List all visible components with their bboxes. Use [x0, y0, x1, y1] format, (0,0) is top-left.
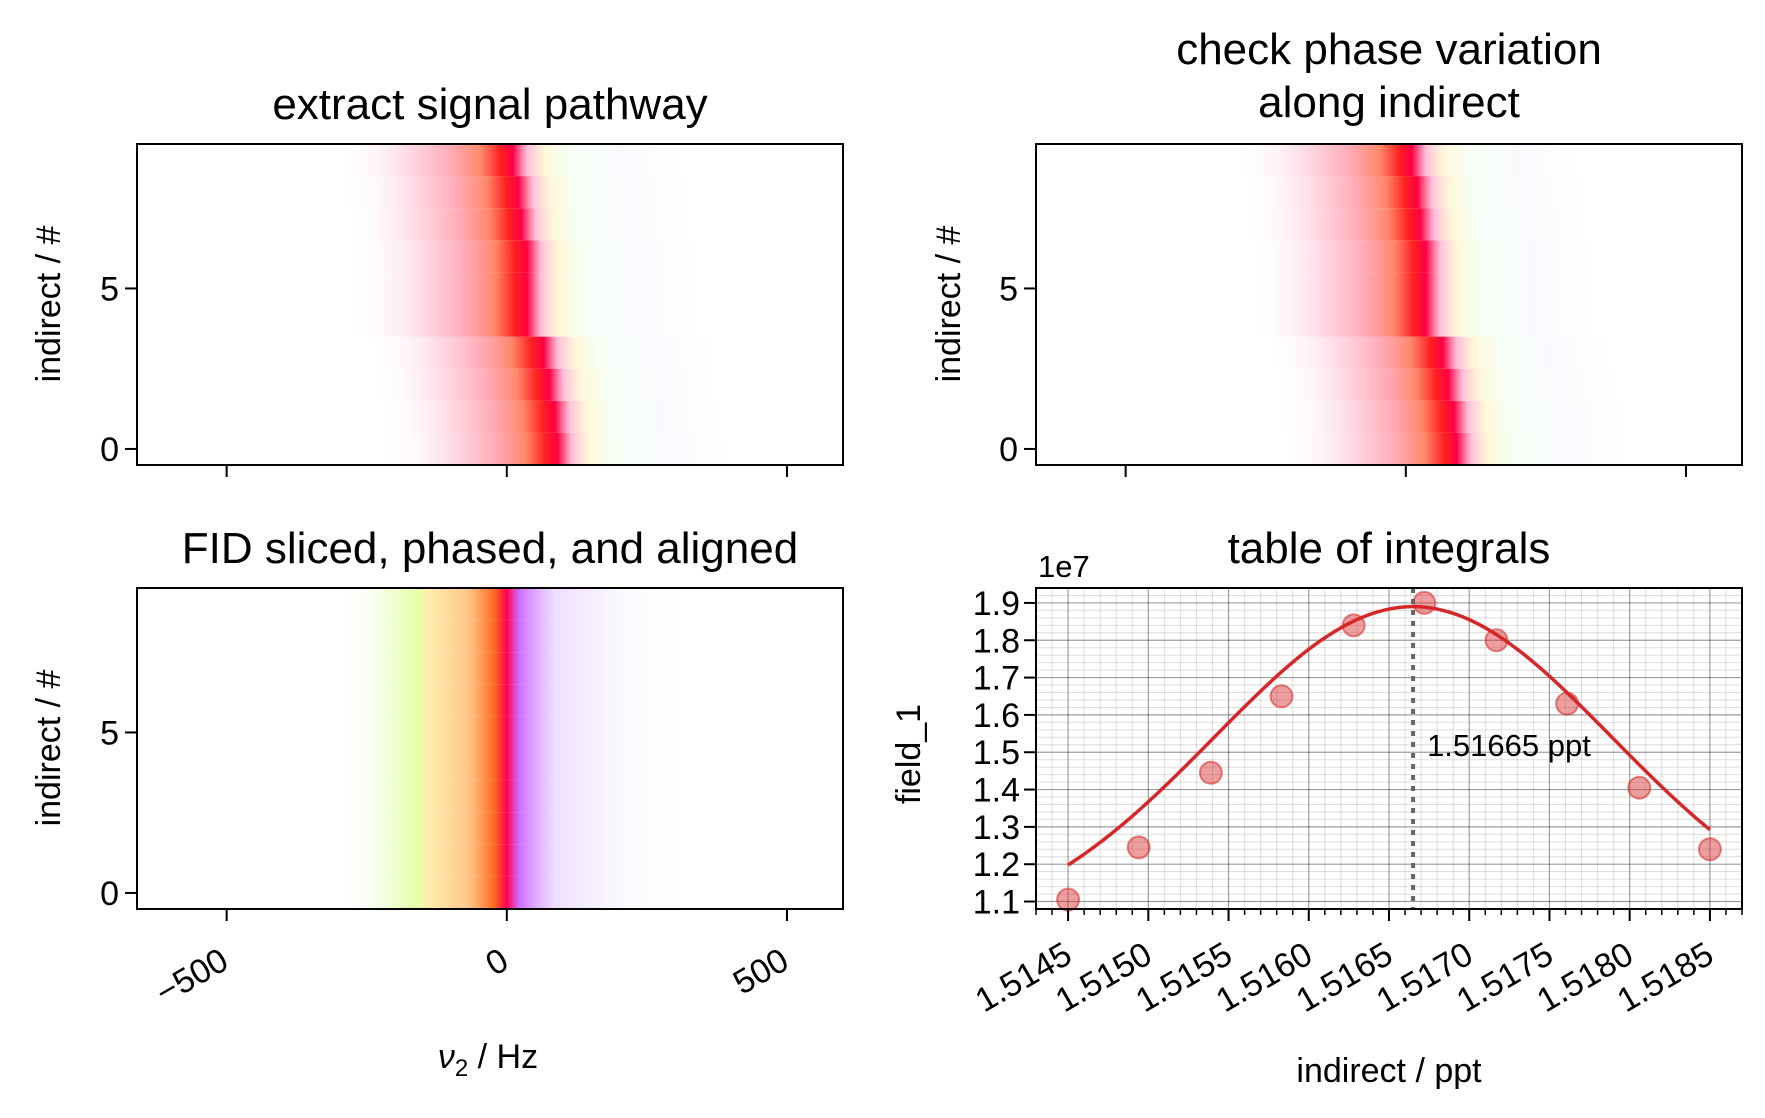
- heatmap-row-9: [337, 144, 696, 177]
- x-tick-label: 0: [479, 941, 514, 983]
- heatmap-row-8: [340, 620, 699, 653]
- offset-text: 1e7: [1038, 549, 1090, 584]
- data-point: [1056, 887, 1081, 912]
- heatmap-row-3: [340, 780, 699, 813]
- y-axis-label: indirect / #: [30, 225, 68, 382]
- heatmap-row-3: [1267, 336, 1626, 369]
- panel-check-phase-variation: check phase variation along indirect ind…: [930, 25, 1743, 477]
- panel-title-line-2: along indirect: [1258, 78, 1520, 127]
- heatmap-row-1: [340, 844, 699, 877]
- data-point: [1412, 590, 1437, 615]
- heatmap-row-4: [351, 304, 710, 337]
- y-tick-label: 1.4: [973, 772, 1020, 810]
- x-axis-label: indirect / ppt: [1296, 1052, 1482, 1090]
- heatmap-row-8: [1241, 176, 1601, 209]
- y-tick-label: 1.3: [973, 809, 1020, 847]
- y-axis-label: indirect / #: [30, 669, 68, 826]
- y-tick-label: 0: [100, 875, 119, 913]
- heatmap-extract-signal-pathway: [337, 144, 741, 465]
- y-axis-label: field_1: [890, 704, 928, 804]
- axis-ticks: 05: [999, 270, 1687, 477]
- heatmap-row-3: [368, 336, 727, 369]
- heatmap-row-0: [1281, 432, 1640, 465]
- y-tick-label: 1.9: [973, 585, 1020, 623]
- heatmap-row-6: [1250, 240, 1609, 273]
- heatmap-row-8: [342, 176, 702, 209]
- data-point: [1697, 837, 1722, 862]
- heatmap-row-1: [1278, 400, 1637, 433]
- heatmap-row-2: [340, 812, 699, 845]
- heatmap-row-5: [340, 716, 699, 749]
- heatmap-row-4: [340, 748, 699, 781]
- heatmap-row-7: [1244, 208, 1604, 241]
- axis-ticks: 1.51451.51501.51551.51601.51651.51701.51…: [969, 585, 1743, 1020]
- data-point: [1126, 835, 1151, 860]
- heatmap-row-0: [340, 876, 699, 909]
- data-point: [1484, 628, 1509, 653]
- heatmap-row-1: [379, 400, 738, 433]
- y-tick-label: 1.1: [973, 884, 1020, 922]
- data-point: [1341, 613, 1366, 638]
- heatmap-row-6: [351, 240, 710, 273]
- x-tick-label: 500: [727, 941, 795, 1002]
- panel-title-line-1: check phase variation: [1176, 25, 1602, 74]
- grid: [1035, 587, 1743, 910]
- data-point: [1627, 775, 1652, 800]
- heatmap-row-6: [340, 684, 699, 717]
- heatmap-row-9: [340, 588, 699, 621]
- heatmap-row-2: [1272, 368, 1632, 401]
- heatmap-check-phase-variation: [1236, 144, 1640, 465]
- y-tick-label: 1.7: [973, 660, 1020, 698]
- y-tick-label: 5: [999, 270, 1018, 308]
- panel-title: extract signal pathway: [272, 80, 707, 129]
- y-axis-label: indirect / #: [930, 225, 968, 382]
- heatmap-row-0: [382, 432, 741, 465]
- center-annotation: 1.51665 ppt: [1427, 728, 1591, 763]
- heatmap-fid-sliced-phased-aligned: [340, 588, 699, 909]
- y-tick-label: 0: [100, 431, 119, 469]
- axes-frame: [136, 143, 844, 466]
- panel-fid-sliced: FID sliced, phased, and aligned indirect…: [30, 524, 844, 1082]
- y-tick-label: 5: [100, 714, 119, 752]
- plot-area: 1.51665 ppt: [1056, 588, 1722, 912]
- x-tick-label: −500: [149, 941, 234, 1012]
- axes-frame: [1035, 143, 1743, 466]
- y-tick-label: 0: [999, 431, 1018, 469]
- data-point: [1269, 684, 1294, 709]
- y-tick-label: 1.6: [973, 697, 1020, 735]
- heatmap-row-2: [373, 368, 733, 401]
- y-tick-label: 1.2: [973, 846, 1020, 884]
- y-tick-label: 1.8: [973, 622, 1020, 660]
- y-tick-label: 1.5: [973, 734, 1020, 772]
- panel-table-of-integrals: 1.51665 ppt table of integrals 1e7 field…: [890, 524, 1743, 1090]
- heatmap-row-4: [1250, 304, 1609, 337]
- heatmap-row-7: [340, 652, 699, 685]
- data-point: [1198, 760, 1223, 785]
- heatmap-row-7: [345, 208, 705, 241]
- axis-ticks: 05: [100, 270, 788, 477]
- panel-title: table of integrals: [1228, 524, 1551, 573]
- x-axis-label: ν2 / Hz: [438, 1038, 538, 1082]
- heatmap-row-5: [1250, 272, 1609, 305]
- panel-extract-signal-pathway: extract signal pathway indirect / # 05: [30, 80, 844, 477]
- y-tick-label: 5: [100, 270, 119, 308]
- fit-curve: [1067, 604, 1712, 867]
- axes-frame: [136, 587, 844, 910]
- panel-title: FID sliced, phased, and aligned: [182, 524, 798, 573]
- heatmap-row-5: [351, 272, 710, 305]
- heatmap-row-9: [1236, 144, 1595, 177]
- data-point: [1555, 691, 1580, 716]
